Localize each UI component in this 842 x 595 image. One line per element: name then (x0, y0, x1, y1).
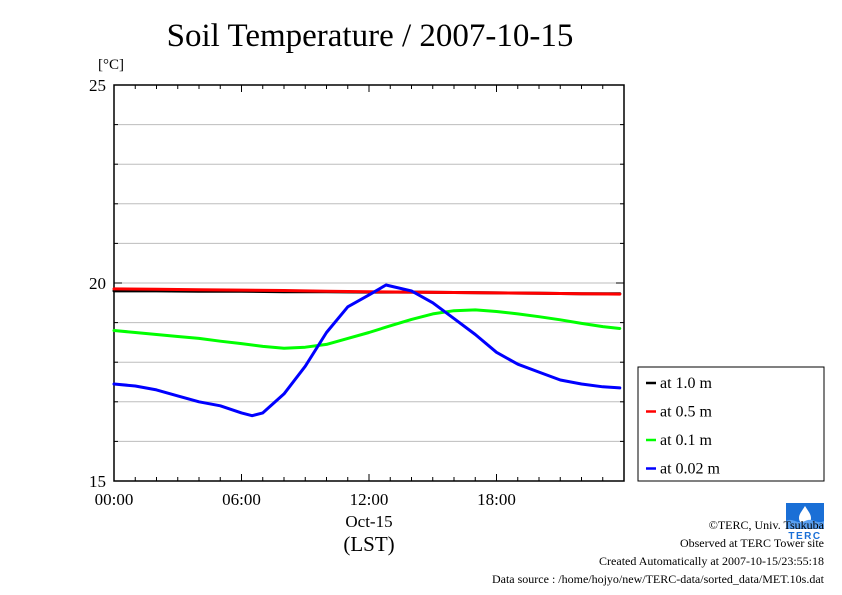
legend: at 1.0 m at 0.5 m at 0.1 m at 0.02 m (637, 366, 825, 482)
x-tick-label: 06:00 (222, 490, 261, 509)
x-tick-label: 18:00 (477, 490, 516, 509)
created-text: Created Automatically at 2007-10-15/23:5… (599, 554, 824, 568)
legend-box (637, 366, 825, 482)
copyright-text: ©TERC, Univ. Tsukuba (708, 518, 824, 532)
y-axis-unit: [°C] (98, 57, 124, 73)
y-tick-label: 25 (89, 76, 106, 95)
x-tick-label: 00:00 (95, 490, 134, 509)
chart-title: Soil Temperature / 2007-10-15 (167, 18, 574, 54)
series-line (112, 283, 622, 418)
y-axis-ticks: 15 20 25 (89, 76, 106, 491)
grid-lines (114, 124, 624, 442)
x-axis-date-label: Oct-15 (345, 512, 392, 531)
site-text: Observed at TERC Tower site (679, 536, 824, 550)
plot-frame (113, 84, 625, 482)
logo-text: TERC (788, 531, 821, 541)
legend-label: at 0.1 m (660, 432, 713, 449)
x-tick-label: 12:00 (350, 490, 389, 509)
y-tick-label: 15 (89, 472, 106, 491)
series-line (112, 287, 622, 296)
y-tick-label: 20 (89, 274, 106, 293)
legend-label: at 1.0 m (660, 375, 713, 392)
x-axis-ticks: 00:00 06:00 12:00 18:00 (95, 490, 516, 509)
legend-label: at 0.02 m (660, 461, 721, 478)
x-axis-label: (LST) (343, 532, 394, 556)
terc-logo-icon: TERC (784, 501, 826, 541)
legend-label: at 0.5 m (660, 404, 713, 421)
data-series (112, 283, 622, 418)
series-line (112, 308, 622, 350)
data-source-text: Data source : /home/hojyo/new/TERC-data/… (491, 572, 824, 586)
